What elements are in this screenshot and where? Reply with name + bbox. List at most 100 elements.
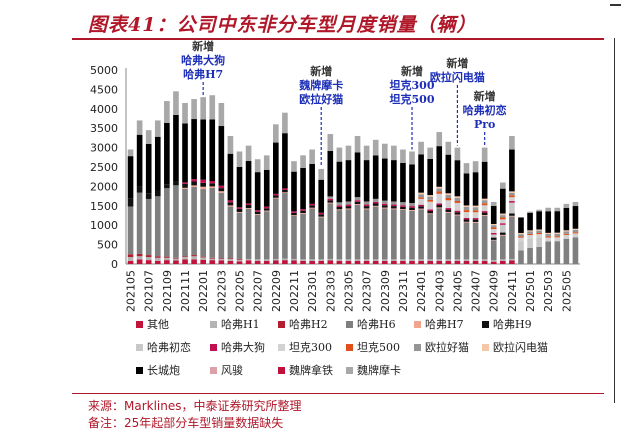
y-tick-label: 4000 (90, 103, 118, 116)
bar-segment-202312 (409, 203, 415, 207)
bar-segment-202210 (282, 133, 288, 189)
bar-segment-202401 (418, 194, 424, 198)
x-tick-label: 202203 (215, 270, 228, 312)
bar-segment-202308 (372, 203, 379, 206)
bar-segment-202309 (381, 203, 388, 206)
bar-segment-202402 (427, 259, 433, 261)
bar-segment-202211 (291, 258, 297, 261)
bar-segment-202210 (282, 258, 288, 261)
bar-segment-202406 (463, 217, 470, 220)
bar-segment-202201 (200, 256, 206, 258)
bar-segment-202201 (200, 182, 206, 187)
y-tick-label: 500 (97, 239, 118, 252)
bar-segment-202204 (227, 153, 234, 201)
bar-segment-202207 (254, 172, 261, 211)
bar-segment-202209 (273, 124, 279, 143)
bar-segment-202406 (463, 173, 470, 206)
bar-segment-202405 (454, 214, 461, 216)
bar-segment-202107 (145, 198, 152, 256)
bar-segment-202406 (463, 260, 470, 264)
bar-segment-202306 (354, 259, 361, 261)
legend-label: 哈弗H6 (357, 317, 396, 331)
bar-segment-202210 (282, 188, 288, 190)
bar-segment-202211 (291, 215, 297, 259)
bar-segment-202307 (363, 160, 370, 202)
bar-segment-202302 (318, 217, 325, 260)
bar-segment-202112 (191, 256, 197, 260)
bar-segment-202112 (191, 181, 197, 186)
bar-segment-202408 (481, 214, 488, 216)
bar-segment-202107 (145, 193, 152, 199)
legend-label: 坦克500 (357, 340, 400, 354)
bar-segment-202411 (509, 202, 515, 214)
bar-segment-202402 (427, 209, 433, 211)
bar-segment-202309 (381, 259, 388, 261)
bar-segment-202403 (436, 205, 443, 208)
bar-segment-202401 (418, 259, 424, 261)
bar-segment-202406 (463, 210, 470, 213)
bar-segment-202301 (309, 163, 315, 204)
bar-segment-202203 (218, 258, 225, 259)
bar-segment-202307 (363, 145, 370, 161)
bar-segment-202409 (490, 237, 497, 240)
bar-segment-202208 (263, 211, 270, 260)
bar-segment-202408 (481, 259, 488, 261)
bar-segment-202203 (218, 126, 225, 186)
bar-segment-202107 (145, 257, 152, 261)
bar-segment-202405 (454, 260, 461, 264)
bar-segment-202206 (245, 203, 252, 205)
bar-segment-202405 (454, 259, 461, 261)
bar-segment-202301 (309, 205, 315, 208)
annotation-label: 魏牌摩卡 (298, 78, 343, 92)
bar-segment-202407 (472, 161, 479, 173)
x-tick-label: 202405 (451, 270, 464, 312)
bar-segment-202309 (381, 207, 388, 209)
bar-segment-202306 (354, 152, 361, 198)
bar-segment-202309 (381, 205, 388, 208)
bar-segment-202408 (481, 203, 488, 206)
x-tick-label: 202111 (179, 270, 192, 312)
bar-segment-202411 (509, 213, 515, 216)
legend-label: 哈弗H1 (221, 317, 260, 331)
legend-label: 魏牌摩卡 (357, 363, 401, 377)
bar-segment-202304 (336, 161, 343, 203)
bar-segment-202105 (127, 156, 134, 199)
bar-segment-202207 (254, 214, 261, 260)
bar-segment-202205 (236, 208, 243, 212)
bar-segment-202301 (309, 260, 315, 264)
legend-label: 哈弗大狗 (221, 340, 265, 354)
bar-segment-202308 (372, 139, 379, 156)
bar-segment-202305 (345, 208, 352, 210)
bar-segment-202202 (209, 186, 216, 188)
bar-segment-202207 (254, 214, 261, 215)
bar-segment-202312 (409, 259, 415, 261)
bar-segment-202206 (245, 208, 252, 209)
bar-segment-202205 (236, 207, 243, 209)
bar-segment-202312 (409, 164, 415, 204)
legend-swatch (346, 321, 353, 328)
x-tick-label: 202505 (560, 270, 573, 312)
bar-segment-202307 (363, 201, 370, 205)
bar-segment-202403 (436, 259, 443, 261)
y-tick-label: 4500 (90, 83, 118, 96)
bar-segment-202412 (518, 232, 524, 235)
bar-segment-202503 (545, 207, 552, 212)
bar-segment-202310 (391, 204, 397, 207)
bar-segment-202204 (227, 202, 234, 206)
bar-segment-202303 (327, 200, 334, 203)
bar-segment-202205 (236, 259, 243, 262)
bar-segment-202410 (500, 219, 506, 224)
bar-segment-202407 (472, 259, 479, 261)
annotation-label: 哈弗初恋 (463, 103, 507, 117)
bar-segment-202204 (227, 206, 234, 259)
bar-segment-202404 (445, 200, 452, 209)
bar-segment-202303 (327, 196, 334, 199)
bar-segment-202201 (200, 259, 206, 264)
bar-segment-202506 (572, 201, 579, 207)
bar-segment-202502 (536, 246, 542, 264)
legend-swatch (414, 321, 421, 328)
bar-segment-202501 (527, 212, 533, 231)
bar-segment-202208 (263, 155, 270, 170)
bar-segment-202112 (191, 186, 197, 256)
bar-segment-202504 (554, 233, 561, 237)
